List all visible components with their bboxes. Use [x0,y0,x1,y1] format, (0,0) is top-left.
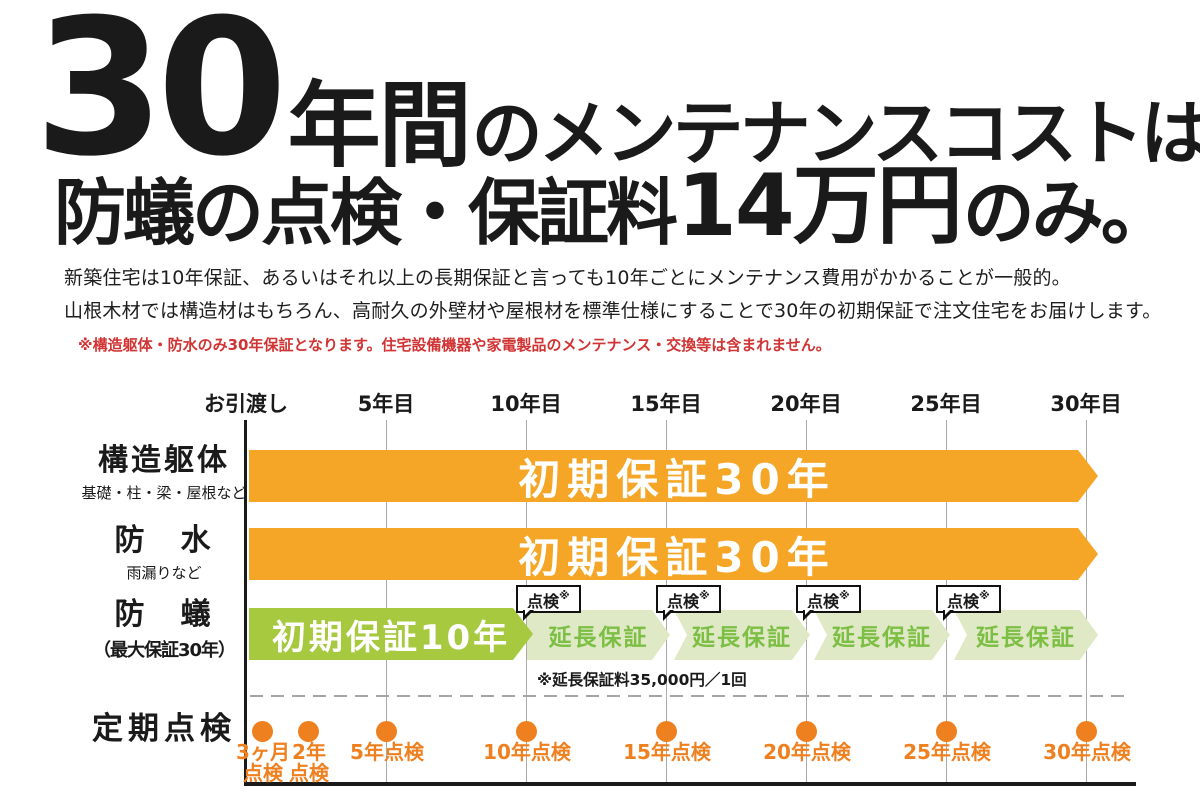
gridline-5y [386,420,387,782]
inspection-label-25y: 25年点検 [903,740,991,764]
bar-termite-extension-3: 延長保証 [814,610,950,660]
inspection-label-30y: 30年点検 [1043,740,1131,764]
headline-line2-emphasis: 14万円 [677,155,963,256]
headline-line2-post: のみ。 [962,170,1173,255]
callout-marker: ※ [839,589,850,602]
headline-number-unit: 年間 [287,71,472,180]
disclaimer-note: ※構造躯体・防水のみ30年保証となります。住宅設備機器や家電製品のメンテナンス・… [78,336,831,354]
row-label-termite: 防 蟻 （最大保証30年） [78,597,250,662]
axis-label-20y: 20年目 [770,392,842,416]
inspection-dot-20y [796,721,817,742]
inspection-dot-10y [516,721,537,742]
inspection-callout-25y: 点検 ※ [936,585,1001,621]
bar-waterproof-initial-warranty: 初期保証30年 [249,528,1098,580]
axis-label-5y: 5年目 [357,392,415,416]
bar-termite-initial-warranty: 初期保証10年 [249,608,533,660]
callout-marker: ※ [979,589,990,602]
bar-termite-extension-1: 延長保証 [527,610,670,660]
intro-line-1: 新築住宅は10年保証、あるいはそれ以上の長期保証と言っても10年ごとにメンテナン… [64,267,1071,289]
extension-fee-note: ※延長保証料35,000円／1回 [537,671,747,689]
axis-label-30y: 30年目 [1050,392,1122,416]
row-label-periodic-inspection: 定期点検 [78,711,250,748]
row-subtitle-termite: （最大保証30年） [92,639,236,661]
inspection-dot-5y [376,721,397,742]
row-subtitle-structure: 基礎・柱・梁・屋根など [81,483,247,502]
gridline-30y [1086,420,1087,782]
inspection-label-5y: 5年点検 [350,740,424,764]
axis-label-25y: 25年目 [910,392,982,416]
row-title-termite: 防 蟻 [114,597,214,632]
callout-text: 点検 [807,591,840,611]
headline: 30 年間 のメンテナンスコストは 防蟻の点検・保証料 14万円 のみ。 [34,0,1200,249]
extension-label-2: 延長保証 [692,625,792,651]
row-title-periodic-inspection: 定期点検 [92,711,236,747]
axis-label-10y: 10年目 [490,392,562,416]
intro-text: 新築住宅は10年保証、あるいはそれ以上の長期保証と言っても10年ごとにメンテナン… [64,262,1162,355]
inspection-dot-30y [1076,721,1097,742]
bar-waterproof-label: 初期保証30年 [518,532,836,582]
extension-label-1: 延長保証 [548,625,649,651]
intro-line-2: 山根木材では構造材はもちろん、高耐久の外壁材や屋根材を標準仕様にすることで30年… [64,300,1162,322]
inspection-label-2y: 2年 点検 [289,740,329,785]
headline-line1: 30 年間 のメンテナンスコストは [34,0,1200,198]
row-title-waterproof: 防 水 [114,523,214,558]
extension-label-4: 延長保証 [976,625,1076,651]
row-title-structure: 構造躯体 [98,443,230,478]
inspection-callout-20y: 点検 ※ [796,585,861,621]
bar-structure-initial-warranty: 初期保証30年 [249,450,1098,502]
row-subtitle-waterproof: 雨漏りなど [126,563,202,582]
bar-termite-extension-4: 延長保証 [954,610,1098,660]
inspection-callout-10y: 点検 ※ [516,585,581,621]
bar-termite-extension-2: 延長保証 [674,610,810,660]
row-label-waterproof: 防 水 雨漏りなど [78,523,250,583]
inspection-callout-15y: 点検 ※ [656,585,721,621]
inspection-label-10y: 10年点検 [483,740,571,764]
inspection-dot-3m [252,721,273,742]
bar-structure-label: 初期保証30年 [518,454,836,504]
callout-marker: ※ [559,589,570,602]
inspection-label-20y: 20年点検 [763,740,851,764]
extension-label-3: 延長保証 [832,625,932,651]
y-axis-line [244,420,247,784]
inspection-label-15y: 15年点検 [623,740,711,764]
headline-line1-text: のメンテナンスコストは [471,91,1200,175]
headline-line2-pre: 防蟻の点検・保証料 [54,170,678,255]
headline-number: 30 [34,0,288,198]
x-axis-line [244,782,1136,786]
inspection-dot-2y [298,721,319,742]
callout-text: 点検 [527,591,560,611]
inspection-dot-15y [656,721,677,742]
dashed-separator [250,695,1126,697]
axis-label-15y: 15年目 [630,392,702,416]
callout-text: 点検 [667,591,700,611]
inspection-label-3m: 3ヶ月 点検 [236,740,290,785]
bar-termite-label: 初期保証10年 [271,617,511,658]
axis-label-handover: お引渡し [204,392,288,416]
callout-marker: ※ [699,589,710,602]
callout-text: 点検 [947,591,980,611]
headline-line2: 防蟻の点検・保証料 14万円 のみ。 [54,163,1200,249]
row-label-structure: 構造躯体 基礎・柱・梁・屋根など [78,443,250,503]
inspection-dot-25y [936,721,957,742]
